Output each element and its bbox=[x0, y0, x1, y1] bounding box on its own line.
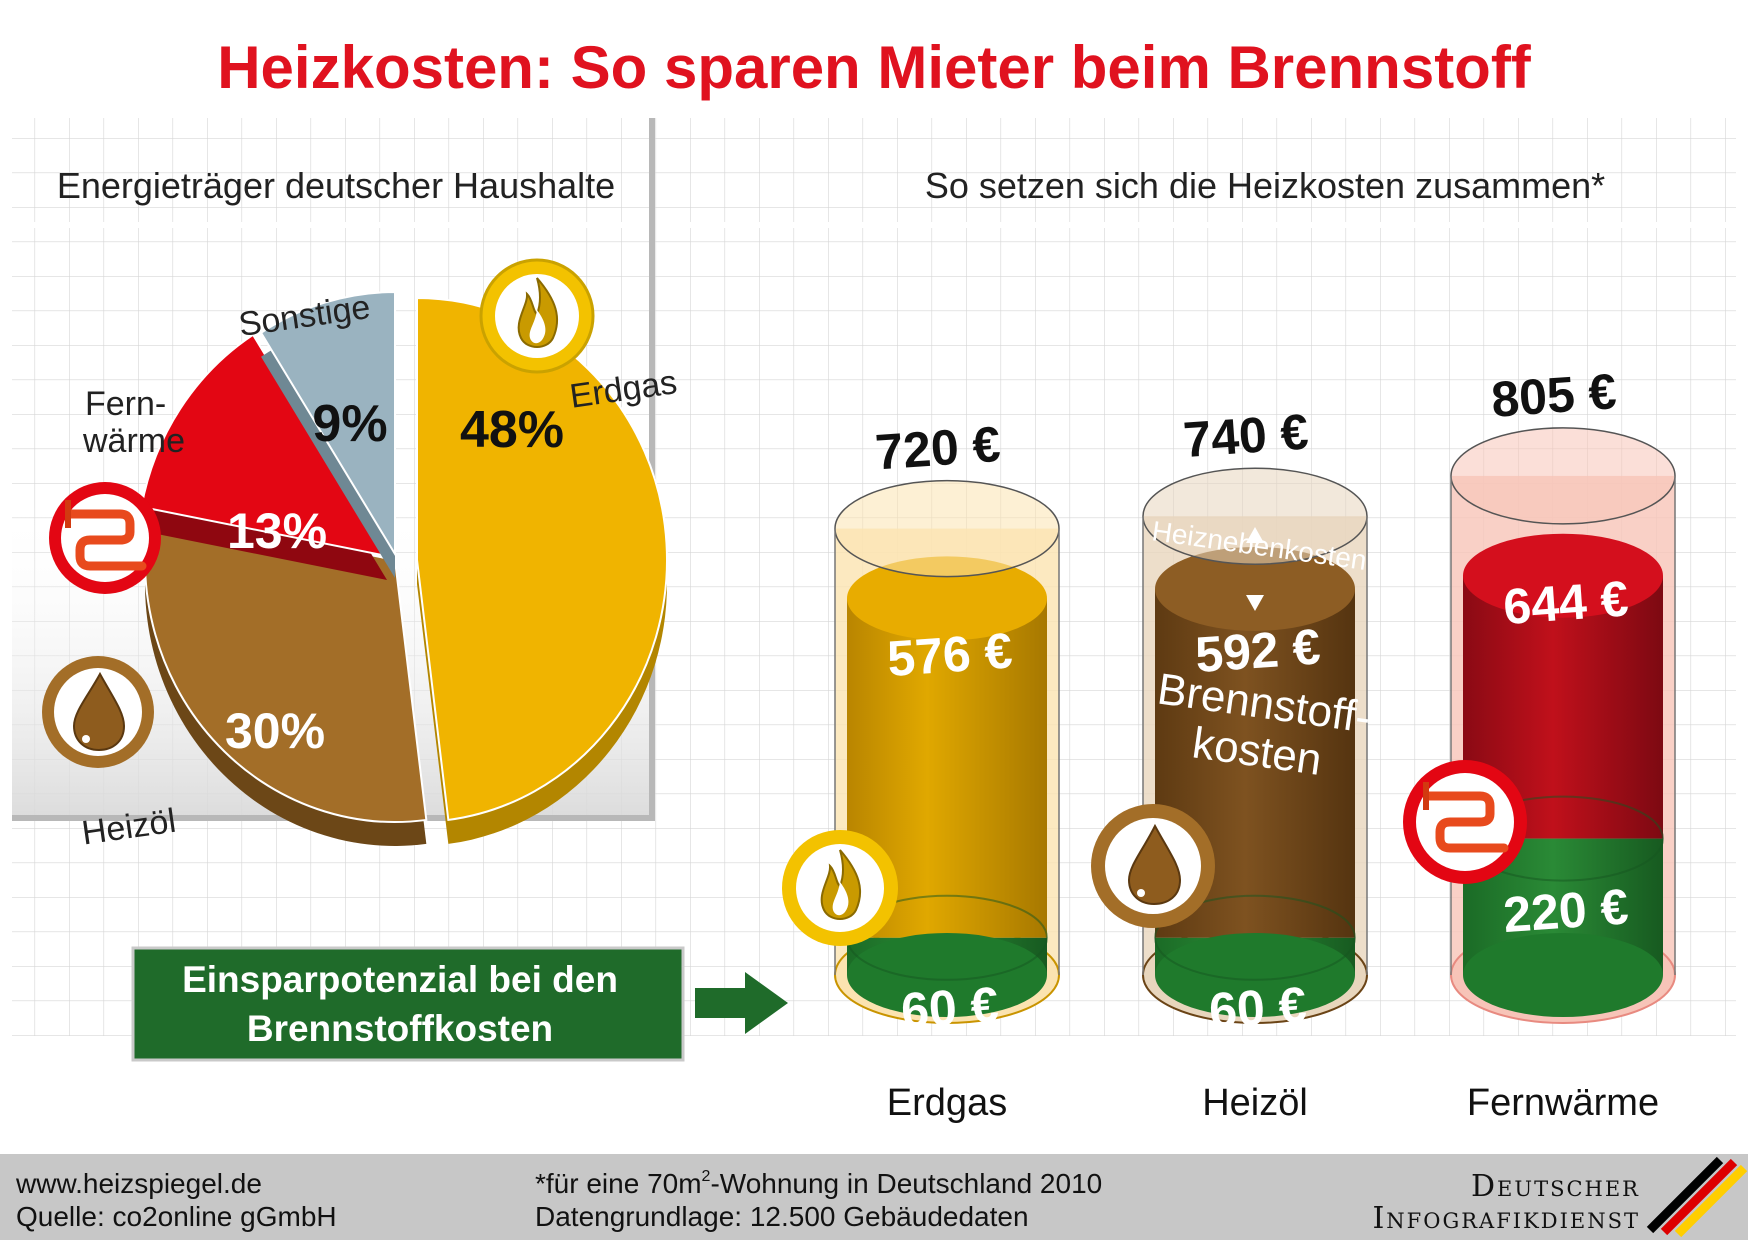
pie-category-label-fernwaerme-2: wärme bbox=[82, 422, 185, 460]
total-cost-label: 740 € bbox=[1181, 404, 1310, 469]
pie-value-label: 30% bbox=[225, 703, 325, 759]
pie-category-label-fernwaerme-1: Fern- bbox=[85, 385, 166, 423]
pie-value-label: 48% bbox=[460, 401, 564, 459]
pie-slice bbox=[259, 290, 396, 558]
brand-line-1: Deutscher bbox=[1471, 1169, 1640, 1204]
fuel-cost-segment-top bbox=[847, 556, 1047, 641]
savings-callout-line-2: Brennstoffkosten bbox=[247, 1008, 553, 1049]
footer-note-superscript: 2 bbox=[702, 1168, 711, 1185]
total-cylinder-top bbox=[1450, 427, 1676, 525]
left-panel-border bbox=[12, 118, 655, 821]
footer-note-suffix: -Wohnung in Deutschland 2010 bbox=[710, 1168, 1102, 1199]
savings-segment-edge bbox=[1154, 894, 1356, 981]
brand-logo: Deutscher Infografikdienst bbox=[1372, 1156, 1748, 1238]
footer-url: www.heizspiegel.de bbox=[15, 1168, 262, 1199]
savings-callout: Einsparpotenzial bei den Brennstoffkoste… bbox=[131, 946, 788, 1062]
flame-icon bbox=[479, 258, 595, 374]
pie-value-label: 9% bbox=[312, 395, 387, 453]
fuel-cost-label: 592 € bbox=[1193, 618, 1322, 683]
savings-label: 220 € bbox=[1501, 878, 1630, 943]
oil-drop-icon bbox=[1091, 804, 1215, 928]
savings-segment-bottom bbox=[1463, 933, 1663, 1017]
fuel-cost-label: 644 € bbox=[1501, 570, 1630, 635]
arrow-up-icon bbox=[1246, 527, 1264, 543]
savings-segment-bottom bbox=[1155, 933, 1355, 1017]
total-cost-label: 805 € bbox=[1489, 363, 1618, 428]
total-cost-label: 720 € bbox=[873, 416, 1002, 481]
savings-callout-line-1: Einsparpotenzial bei den bbox=[182, 959, 618, 1000]
category-label: Erdgas bbox=[887, 1082, 1007, 1124]
bar-title: So setzen sich die Heizkosten zusammen* bbox=[925, 165, 1605, 206]
heating-pipe-icon bbox=[49, 482, 161, 594]
cylinder-chart: 720 € 576 € 60 € Erdgas 740 € 592 € 60 € Heizöl… bbox=[782, 363, 1676, 1124]
footer-note: *für eine 70m2-Wohnung in Deutschland 20… bbox=[535, 1168, 1102, 1199]
footer-bar bbox=[0, 1154, 1748, 1240]
category-label: Fernwärme bbox=[1467, 1082, 1659, 1124]
category-label: Heizöl bbox=[1202, 1082, 1308, 1124]
footer-note-prefix: *für eine 70m bbox=[535, 1168, 702, 1199]
page-title: Heizkosten: So sparen Mieter beim Brenns… bbox=[217, 34, 1532, 101]
oil-drop-icon bbox=[42, 656, 154, 768]
savings-label: 60 € bbox=[1207, 976, 1308, 1039]
savings-segment-bottom bbox=[847, 933, 1047, 1017]
pie-value-label: 13% bbox=[227, 503, 327, 559]
total-cylinder-top bbox=[834, 479, 1060, 578]
fuel-cost-label: 576 € bbox=[885, 622, 1014, 687]
fuel-cost-segment-top bbox=[1155, 546, 1355, 631]
footer-source: Quelle: co2online gGmbH bbox=[16, 1201, 337, 1232]
arrow-down-icon bbox=[1246, 595, 1264, 611]
brand-line-2: Infografikdienst bbox=[1372, 1201, 1640, 1236]
pie-slice bbox=[140, 333, 390, 558]
fuel-cost-segment-top bbox=[1463, 533, 1663, 618]
flame-icon bbox=[782, 830, 898, 946]
pie-title: Energieträger deutscher Haushalte bbox=[57, 165, 615, 206]
heating-pipe-icon bbox=[1403, 760, 1527, 884]
savings-label: 60 € bbox=[899, 976, 1000, 1039]
footer-basis: Datengrundlage: 12.500 Gebäudedaten bbox=[535, 1201, 1029, 1232]
